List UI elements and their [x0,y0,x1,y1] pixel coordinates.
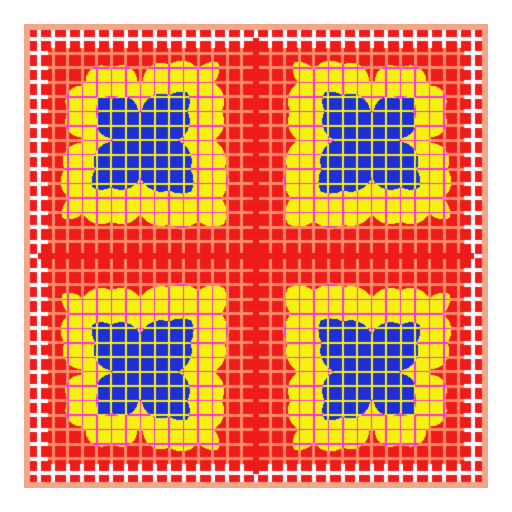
square-fractal-canvas [24,24,488,488]
